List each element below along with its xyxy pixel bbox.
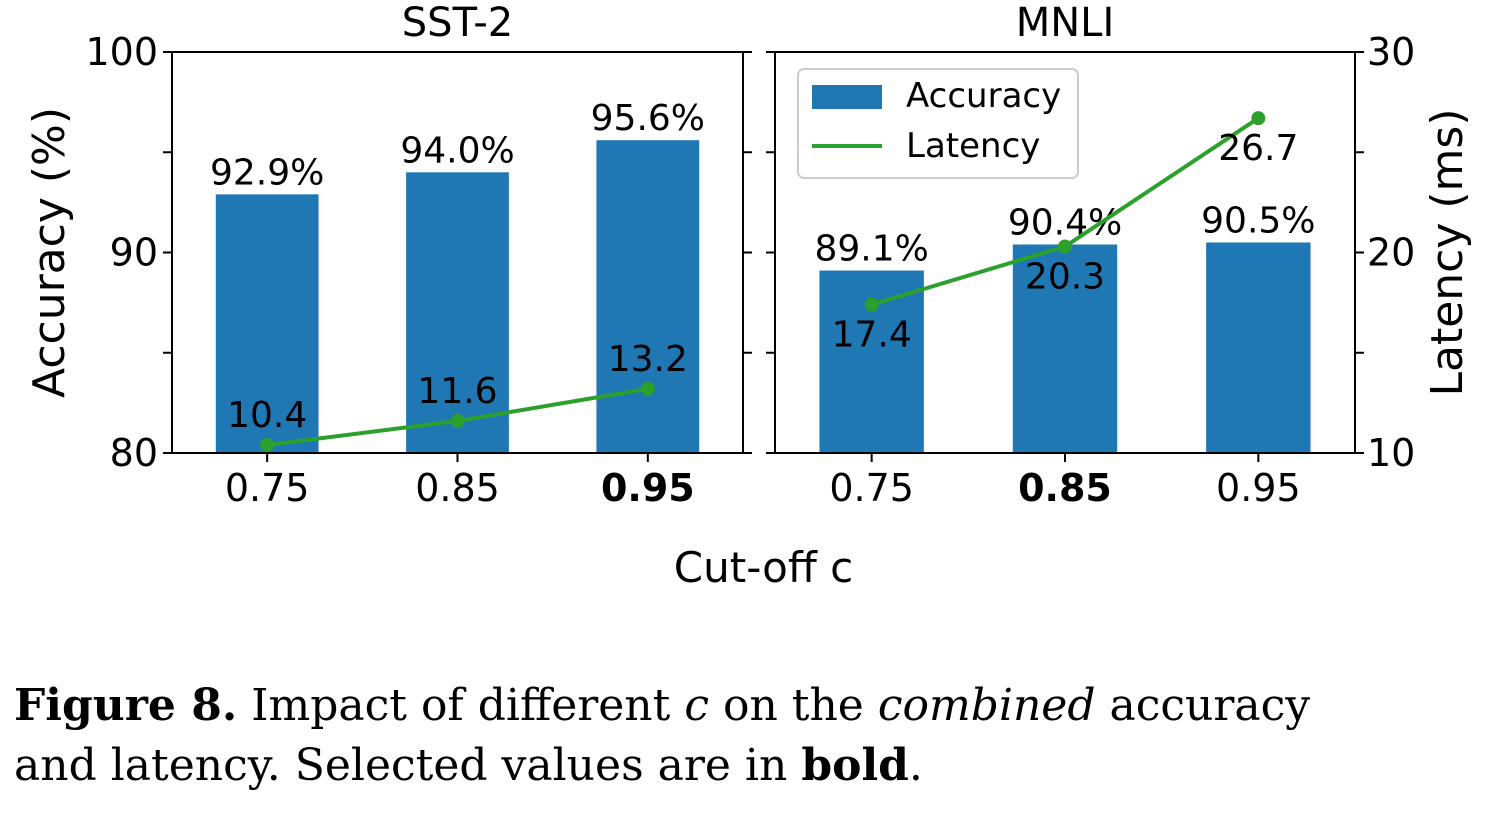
x-tick-label: 0.85 <box>415 466 500 510</box>
figure-chart: 92.9% 94.0% 95.6% 10.4 11.6 13.2 SST-2 0.75 0.85… <box>24 0 1473 592</box>
latency-value-label: 11.6 <box>417 371 497 412</box>
bar-value-label: 94.0% <box>400 130 514 171</box>
x-tick-label: 0.85 <box>1018 466 1112 510</box>
latency-point <box>450 413 465 428</box>
y-tick-label: 80 <box>110 431 158 475</box>
latency-value-label: 10.4 <box>227 395 307 436</box>
latency-point <box>1058 239 1072 254</box>
y-tick-label: 90 <box>110 231 158 275</box>
bar-value-label: 89.1% <box>814 229 928 270</box>
panel-title: MNLI <box>1016 0 1115 46</box>
caption-text-4: and latency. Selected values are in <box>14 740 802 791</box>
y2-tick-label: 30 <box>1367 30 1415 74</box>
panel-title: SST-2 <box>402 0 513 46</box>
latency-point <box>260 437 275 452</box>
latency-value-label: 20.3 <box>1025 256 1105 297</box>
latency-value-label: 17.4 <box>832 315 912 356</box>
x-tick-label: 0.75 <box>829 466 914 510</box>
bar-value-label: 90.5% <box>1201 200 1315 241</box>
bar-value-label: 90.4% <box>1008 202 1122 243</box>
latency-value-label: 13.2 <box>608 339 688 380</box>
legend-accuracy-swatch <box>812 85 882 109</box>
accuracy-bar <box>1206 242 1311 453</box>
x-tick-label: 0.75 <box>225 466 310 510</box>
latency-value-label: 26.7 <box>1218 128 1298 169</box>
caption-text-3: accuracy <box>1095 680 1311 731</box>
x-axis-label: Cut-off c <box>674 543 853 592</box>
y2-axis-label: Latency (ms) <box>1422 108 1473 396</box>
y2-tick-label: 10 <box>1367 431 1415 475</box>
accuracy-bar <box>1012 244 1118 453</box>
latency-point <box>1251 111 1266 126</box>
caption-bold-word: bold <box>801 740 909 791</box>
caption-text-2: on the <box>708 680 878 731</box>
caption-end: . <box>908 740 923 791</box>
latency-point <box>640 381 655 396</box>
accuracy-bar <box>596 140 700 453</box>
latency-point <box>864 297 879 312</box>
x-tick-label: 0.95 <box>601 466 695 510</box>
legend-accuracy-label: Accuracy <box>906 76 1061 116</box>
y2-tick-label: 20 <box>1367 231 1415 275</box>
caption-variable: c <box>684 680 709 731</box>
legend-latency-label: Latency <box>906 126 1040 166</box>
bar-value-label: 95.6% <box>591 98 705 139</box>
x-tick-label: 0.95 <box>1216 466 1301 510</box>
accuracy-bar <box>406 172 509 454</box>
y-axis-label: Accuracy (%) <box>24 107 75 398</box>
figure-caption: Figure 8. Impact of different c on the c… <box>14 676 1504 796</box>
caption-emphasis: combined <box>877 680 1096 731</box>
caption-text-1: Impact of different <box>237 680 685 731</box>
caption-label: Figure 8. <box>14 680 238 731</box>
y-tick-label: 100 <box>85 30 158 74</box>
bar-value-label: 92.9% <box>210 152 324 193</box>
accuracy-bar <box>215 194 319 454</box>
